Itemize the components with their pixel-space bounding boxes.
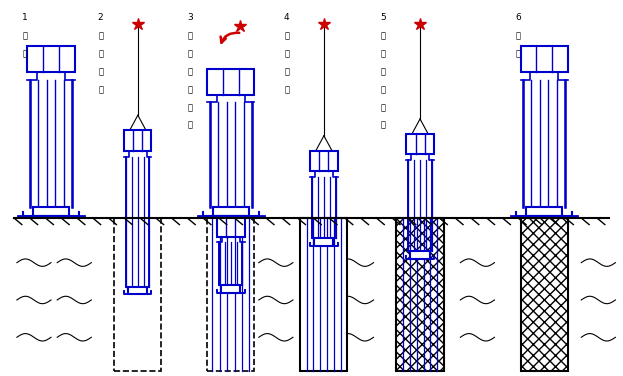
Text: 量: 量	[380, 85, 386, 94]
Text: 上: 上	[188, 103, 193, 112]
Text: 3: 3	[188, 12, 193, 21]
Text: 坑: 坑	[98, 85, 103, 94]
Bar	[221, 285, 240, 293]
Bar	[300, 218, 348, 371]
Text: 量: 量	[380, 31, 386, 40]
Text: 坑: 坑	[284, 85, 289, 94]
Bar	[207, 218, 254, 371]
Text: 测: 测	[98, 49, 103, 58]
Bar	[315, 238, 333, 246]
Bar	[128, 287, 148, 294]
Text: 下: 下	[98, 67, 103, 76]
Text: 升: 升	[188, 121, 193, 130]
Bar	[406, 134, 434, 155]
Bar	[520, 218, 568, 371]
Text: 2: 2	[98, 12, 103, 21]
Text: 上: 上	[380, 103, 386, 112]
Text: 测: 测	[98, 31, 103, 40]
Bar	[33, 207, 69, 216]
Text: 下: 下	[284, 67, 289, 76]
Bar	[310, 151, 338, 171]
Text: 1: 1	[22, 12, 28, 21]
Bar	[207, 68, 254, 95]
Text: 履: 履	[380, 49, 386, 58]
Text: 测: 测	[380, 67, 386, 76]
Text: 灌: 灌	[284, 31, 289, 40]
Bar	[213, 207, 249, 216]
Text: 定: 定	[22, 31, 27, 40]
Text: 5: 5	[380, 12, 386, 21]
Text: 钻: 钻	[188, 31, 193, 40]
Text: 压: 压	[188, 85, 193, 94]
Text: 6: 6	[515, 12, 521, 21]
Text: 升: 升	[380, 121, 386, 130]
Text: 管: 管	[188, 49, 193, 58]
Text: 下: 下	[188, 67, 193, 76]
Bar	[526, 207, 562, 216]
Bar	[27, 46, 75, 72]
Bar	[411, 252, 430, 259]
Bar	[520, 46, 568, 72]
Text: 位: 位	[22, 49, 27, 58]
Bar	[217, 216, 244, 237]
Bar	[114, 218, 161, 371]
Bar	[396, 218, 444, 371]
Bar	[124, 130, 151, 151]
Text: 毕: 毕	[516, 49, 521, 58]
Text: 完: 完	[516, 31, 521, 40]
Text: 4: 4	[284, 12, 290, 21]
Text: 浆: 浆	[284, 49, 289, 58]
